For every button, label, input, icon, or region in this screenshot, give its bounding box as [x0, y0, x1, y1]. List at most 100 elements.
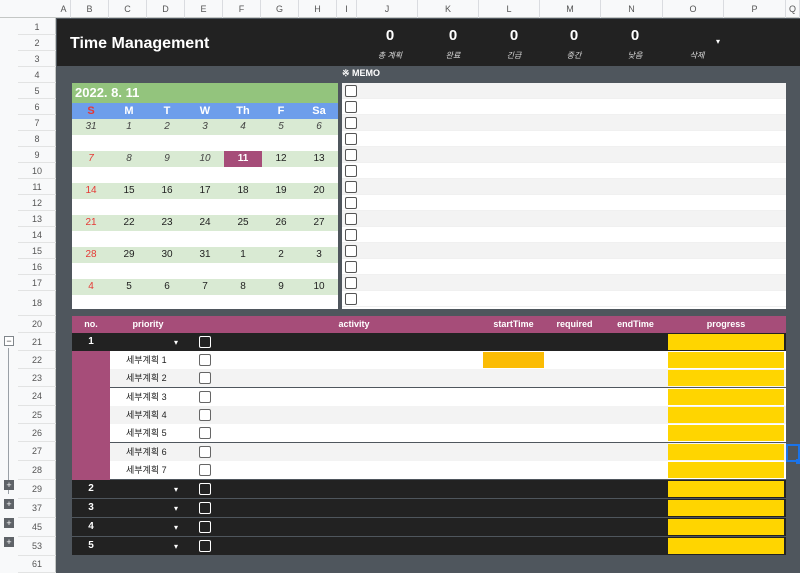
column-header-p[interactable]: P [724, 0, 786, 18]
row-header-21[interactable]: 21 [18, 333, 56, 351]
calendar-day[interactable]: 8 [240, 281, 246, 292]
row-group-expand-button-45[interactable]: + [4, 518, 14, 528]
subtask-checkbox[interactable] [199, 409, 211, 421]
calendar-day[interactable]: 1 [240, 249, 246, 260]
row-header-26[interactable]: 26 [18, 424, 56, 442]
row-header-29[interactable]: 29 [18, 480, 56, 499]
column-header-j[interactable]: J [357, 0, 418, 18]
calendar-day[interactable]: 31 [199, 249, 211, 260]
column-header-i[interactable]: I [337, 0, 357, 18]
column-header-c[interactable]: C [109, 0, 147, 18]
memo-checkbox[interactable] [345, 197, 357, 209]
row-header-20[interactable]: 20 [18, 316, 56, 333]
delete-dropdown-caret-icon[interactable]: ▾ [716, 37, 721, 46]
memo-checkbox[interactable] [345, 149, 357, 161]
calendar-day[interactable]: 31 [85, 121, 97, 132]
calendar-day[interactable]: 4 [88, 281, 94, 292]
row-header-5[interactable]: 5 [18, 83, 56, 99]
calendar-day[interactable]: 28 [85, 249, 97, 260]
selection-fill-handle[interactable] [796, 459, 800, 464]
calendar-day[interactable]: 18 [237, 185, 249, 196]
row-group-expand-button-29[interactable]: + [4, 480, 14, 490]
row-header-37[interactable]: 37 [18, 499, 56, 518]
calendar-day[interactable]: 29 [123, 249, 135, 260]
subtask-label[interactable]: 세부계획 4 [126, 410, 167, 420]
task-checkbox[interactable] [199, 336, 211, 348]
calendar-day[interactable]: 21 [85, 217, 97, 228]
calendar-day[interactable]: 6 [164, 281, 170, 292]
subtask-label[interactable]: 세부계획 1 [126, 355, 167, 365]
priority-dropdown-caret-icon[interactable]: ▾ [174, 338, 179, 347]
memo-checkbox[interactable] [345, 85, 357, 97]
subtask-label[interactable]: 세부계획 5 [126, 428, 167, 438]
subtask-checkbox[interactable] [199, 446, 211, 458]
memo-checkbox[interactable] [345, 261, 357, 273]
priority-dropdown-caret-icon[interactable]: ▾ [174, 485, 179, 494]
memo-checkbox[interactable] [345, 101, 357, 113]
calendar-day[interactable]: 15 [123, 185, 135, 196]
column-header-m[interactable]: M [540, 0, 601, 18]
row-header-16[interactable]: 16 [18, 259, 56, 275]
column-header-n[interactable]: N [601, 0, 663, 18]
row-group-expand-button-53[interactable]: + [4, 537, 14, 547]
row-header-12[interactable]: 12 [18, 195, 56, 211]
cell-selection[interactable] [786, 444, 800, 462]
subtask-label[interactable]: 세부계획 3 [126, 392, 167, 402]
calendar-day[interactable]: 16 [161, 185, 173, 196]
memo-checkbox[interactable] [345, 293, 357, 305]
calendar-date[interactable]: 2022. 8. 11 [72, 83, 338, 103]
calendar-day[interactable]: 2 [164, 121, 170, 132]
calendar-day[interactable]: 4 [240, 121, 246, 132]
row-header-53[interactable]: 53 [18, 537, 56, 556]
row-header-18[interactable]: 18 [18, 291, 56, 316]
row-header-15[interactable]: 15 [18, 243, 56, 259]
priority-dropdown-caret-icon[interactable]: ▾ [174, 542, 179, 551]
row-header-10[interactable]: 10 [18, 163, 56, 179]
column-header-a[interactable]: A [57, 0, 71, 18]
calendar-day[interactable]: 9 [164, 153, 170, 164]
column-header-o[interactable]: O [663, 0, 724, 18]
row-header-9[interactable]: 9 [18, 147, 56, 163]
row-header-8[interactable]: 8 [18, 131, 56, 147]
calendar-day[interactable]: 11 [224, 151, 262, 167]
task-checkbox[interactable] [199, 540, 211, 552]
calendar-day[interactable]: 30 [161, 249, 173, 260]
priority-dropdown-caret-icon[interactable]: ▾ [174, 523, 179, 532]
calendar-day[interactable]: 10 [199, 153, 211, 164]
row-header-2[interactable]: 2 [18, 35, 56, 51]
row-header-17[interactable]: 17 [18, 275, 56, 291]
row-header-6[interactable]: 6 [18, 99, 56, 115]
calendar-day[interactable]: 2 [278, 249, 284, 260]
subtask-checkbox[interactable] [199, 372, 211, 384]
calendar-day[interactable]: 7 [88, 153, 94, 164]
start-time-cell[interactable] [483, 352, 544, 368]
memo-checkbox[interactable] [345, 181, 357, 193]
row-header-25[interactable]: 25 [18, 406, 56, 424]
subtask-checkbox[interactable] [199, 427, 211, 439]
row-header-45[interactable]: 45 [18, 518, 56, 537]
memo-checkbox[interactable] [345, 245, 357, 257]
column-header-e[interactable]: E [185, 0, 223, 18]
memo-checkbox[interactable] [345, 229, 357, 241]
memo-checkbox[interactable] [345, 277, 357, 289]
memo-checkbox[interactable] [345, 213, 357, 225]
row-header-27[interactable]: 27 [18, 442, 56, 461]
row-header-13[interactable]: 13 [18, 211, 56, 227]
column-header-g[interactable]: G [261, 0, 299, 18]
column-header-k[interactable]: K [418, 0, 479, 18]
priority-dropdown-caret-icon[interactable]: ▾ [174, 504, 179, 513]
calendar-day[interactable]: 17 [199, 185, 211, 196]
subtask-checkbox[interactable] [199, 464, 211, 476]
row-header-11[interactable]: 11 [18, 179, 56, 195]
calendar-day[interactable]: 7 [202, 281, 208, 292]
calendar-day[interactable]: 22 [123, 217, 135, 228]
column-header-b[interactable]: B [71, 0, 109, 18]
subtask-label[interactable]: 세부계획 6 [126, 447, 167, 457]
calendar-day[interactable]: 10 [313, 281, 325, 292]
column-header-q[interactable]: Q [786, 0, 800, 18]
row-header-7[interactable]: 7 [18, 115, 56, 131]
calendar-day[interactable]: 1 [126, 121, 132, 132]
row-header-3[interactable]: 3 [18, 51, 56, 67]
calendar-day[interactable]: 5 [126, 281, 132, 292]
row-header-28[interactable]: 28 [18, 461, 56, 480]
